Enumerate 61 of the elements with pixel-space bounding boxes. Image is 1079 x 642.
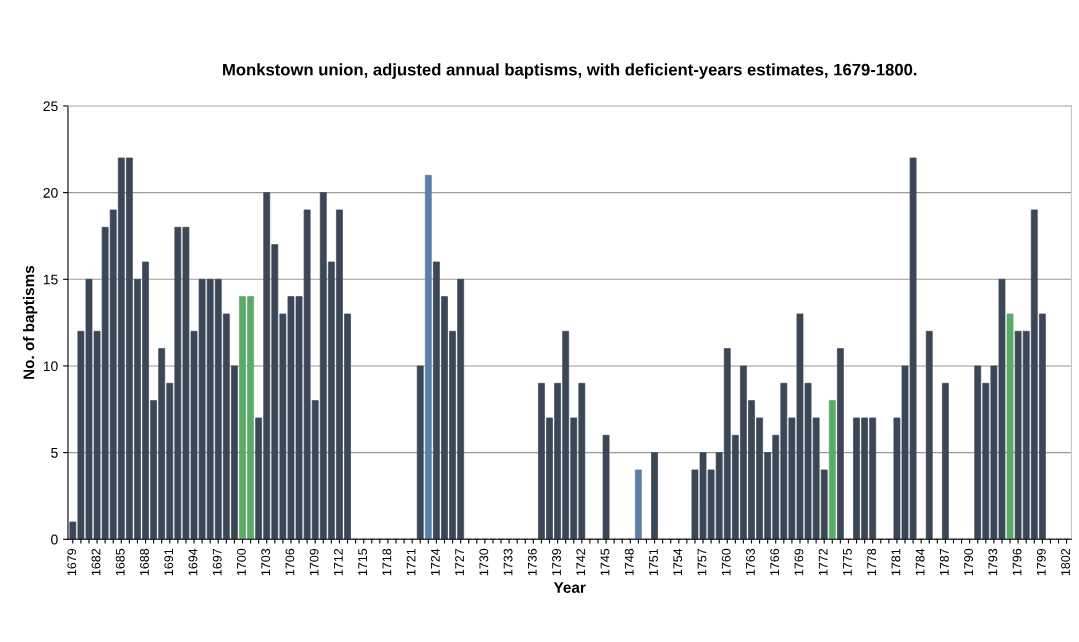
y-tick-label: 20 <box>43 187 58 198</box>
x-tick-label: 1787 <box>939 548 949 576</box>
x-tick-label: 1709 <box>309 548 319 576</box>
x-tick-label: 1760 <box>721 548 731 576</box>
bar <box>602 434 610 540</box>
x-tick-label: 1790 <box>964 548 973 576</box>
x-tick-label: 1712 <box>333 548 343 576</box>
x-tick-label: 1739 <box>552 548 561 576</box>
x-tick-label: 1793 <box>988 548 998 576</box>
bar <box>635 469 642 540</box>
x-tick-label: 1703 <box>261 548 271 576</box>
x-tick-label: 1769 <box>794 548 804 576</box>
x-tick-label: 1688 <box>140 548 149 576</box>
x-tick-label: 1700 <box>237 548 246 576</box>
x-tick-label: 1745 <box>600 548 610 576</box>
bar <box>424 174 432 540</box>
bar <box>942 382 949 540</box>
x-tick-label: 1796 <box>1012 548 1022 576</box>
y-tick-label: 15 <box>43 274 58 285</box>
bar <box>925 330 933 540</box>
x-tick-label: 1778 <box>867 548 877 576</box>
x-tick-label: 1694 <box>188 548 198 576</box>
y-tick-label: 10 <box>43 361 58 372</box>
x-tick-label: 1730 <box>479 548 489 576</box>
bar <box>836 348 844 540</box>
y-tick-label: 5 <box>51 448 58 458</box>
x-tick-label: 1763 <box>746 548 755 576</box>
chart-title: Monkstown union, adjusted annual baptisms, with deficient-years estimates, 1679-1800. <box>223 63 917 79</box>
x-tick-label: 1706 <box>285 548 295 576</box>
x-tick-label: 1679 <box>67 548 77 576</box>
bar <box>828 400 836 540</box>
x-tick-label: 1682 <box>91 548 101 576</box>
x-tick-label: 1775 <box>843 548 852 576</box>
x-tick-label: 1754 <box>673 548 683 576</box>
bar <box>1006 313 1014 540</box>
y-axis-title: No. of baptisms <box>23 265 38 379</box>
x-tick-label: 1715 <box>358 548 368 576</box>
x-tick-label: 1802 <box>1061 548 1070 576</box>
x-tick-label: 1697 <box>212 548 222 576</box>
x-tick-label: 1724 <box>430 548 440 576</box>
x-tick-label: 1757 <box>697 548 707 576</box>
x-tick-label: 1784 <box>915 548 925 576</box>
x-tick-label: 1766 <box>770 548 780 576</box>
x-tick-label: 1733 <box>503 548 513 576</box>
x-tick-label: 1772 <box>818 548 828 576</box>
x-tick-label: 1742 <box>576 548 586 576</box>
x-tick-label: 1721 <box>406 548 416 576</box>
x-axis-title: Year <box>553 582 586 593</box>
x-tick-label: 1691 <box>164 548 174 576</box>
x-tick-label: 1736 <box>527 548 537 576</box>
bar <box>651 452 658 540</box>
y-tick-label: 0 <box>51 534 58 545</box>
x-tick-label: 1781 <box>891 548 901 576</box>
x-tick-label: 1748 <box>624 548 634 576</box>
bar <box>416 365 424 540</box>
y-tick-label: 25 <box>43 101 58 112</box>
x-tick-label: 1685 <box>115 548 125 576</box>
x-tick-label: 1751 <box>649 548 658 576</box>
x-tick-label: 1718 <box>382 548 392 576</box>
x-tick-label: 1727 <box>455 548 464 576</box>
x-tick-label: 1799 <box>1036 548 1046 576</box>
